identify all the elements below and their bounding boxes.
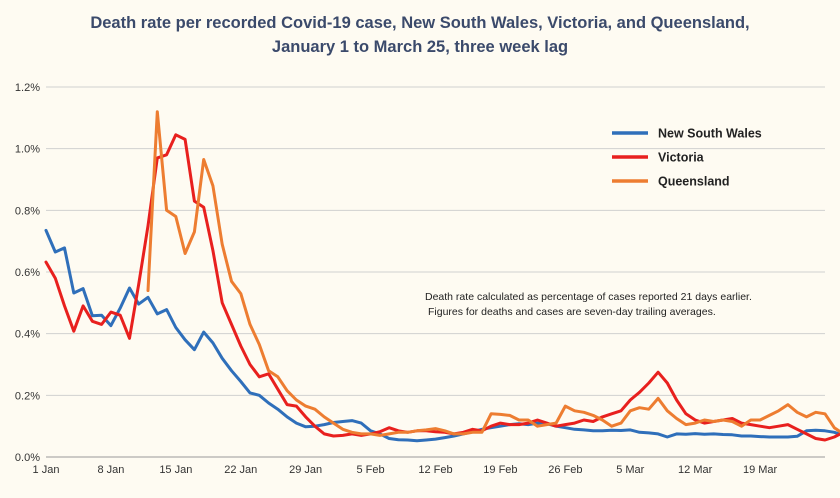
legend-label-queensland: Queensland — [658, 175, 730, 189]
x-tick-label: 22 Jan — [224, 464, 257, 476]
y-tick-label: 1.2% — [15, 82, 40, 94]
x-tick-label: 19 Mar — [743, 464, 778, 476]
y-tick-label: 0.2% — [15, 390, 40, 402]
x-tick-label: 8 Jan — [97, 464, 124, 476]
x-tick-label: 26 Feb — [548, 464, 582, 476]
x-tick-label: 12 Feb — [418, 464, 452, 476]
gridlines — [46, 86, 825, 396]
y-tick-label: 1.0% — [15, 144, 40, 156]
chart-title-line-1: Death rate per recorded Covid-19 case, N… — [90, 14, 749, 32]
y-tick-label: 0.8% — [15, 205, 40, 217]
series-lines — [44, 110, 840, 443]
legend-label-victoria: Victoria — [658, 151, 705, 165]
annotation-line-1: Death rate calculated as percentage of c… — [425, 291, 752, 303]
axes: 0.0% 0.2% 0.4% 0.6% 0.8% 1.0% 1.2% 1 Jan 8 Jan 15… — [15, 82, 825, 476]
x-tick-label: 5 Feb — [357, 464, 385, 476]
y-tick-label: 0.6% — [15, 267, 40, 279]
legend: New South Wales Victoria Queensland — [612, 127, 762, 189]
x-tick-label: 12 Mar — [678, 464, 713, 476]
x-tick-label: 29 Jan — [289, 464, 322, 476]
annotation-line-2: Figures for deaths and cases are seven-d… — [428, 306, 716, 318]
y-tick-label: 0.4% — [15, 329, 40, 341]
chart-title-line-2: January 1 to March 25, three week lag — [272, 38, 568, 56]
series-line-new-south-wales — [44, 228, 840, 443]
y-tick-label: 0.0% — [15, 452, 40, 464]
x-tick-label: 19 Feb — [483, 464, 517, 476]
x-tick-label: 5 Mar — [616, 464, 644, 476]
series-line-queensland — [146, 110, 840, 437]
x-tick-label: 15 Jan — [159, 464, 192, 476]
x-tick-label: 1 Jan — [33, 464, 60, 476]
legend-label-new-south-wales: New South Wales — [658, 127, 762, 141]
